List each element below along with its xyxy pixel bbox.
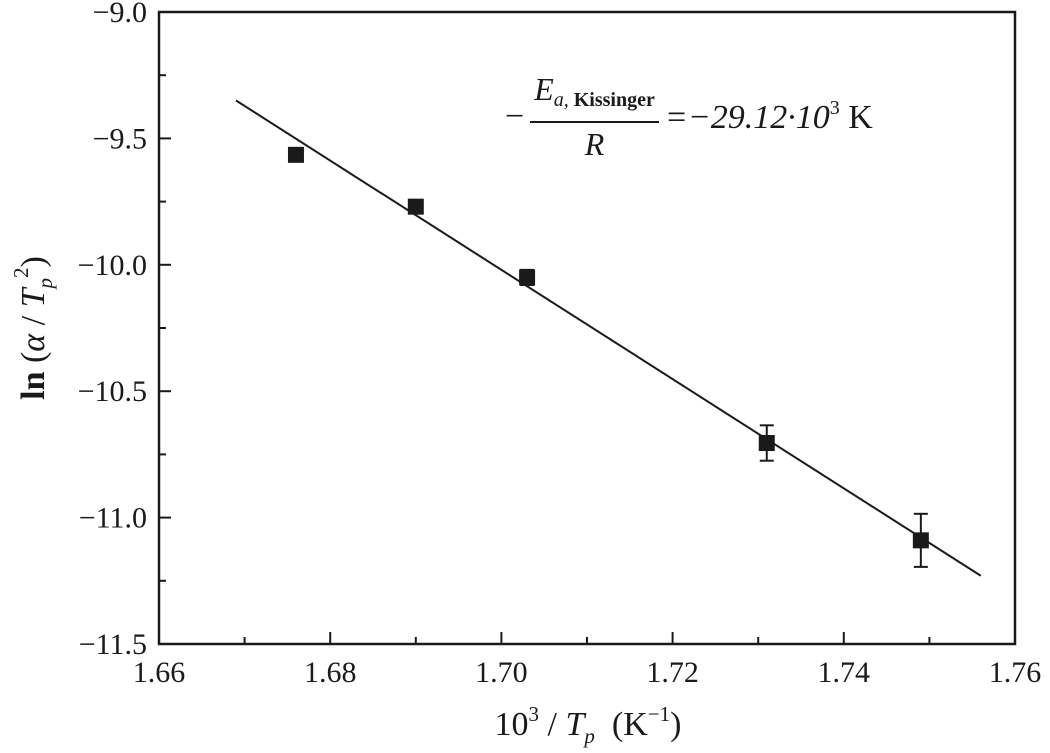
x-axis-label: 103 / Tp (K−1): [495, 702, 682, 748]
annotation-numerator: Ea, Kissinger: [530, 72, 659, 123]
y-tick-label: −11.5: [79, 628, 147, 661]
numerator-var: E: [534, 71, 554, 107]
annotation-minus: −: [505, 97, 525, 135]
data-point: [519, 269, 536, 286]
annotation-fraction: Ea, Kissinger R: [530, 72, 659, 161]
x-tick-label: 1.68: [304, 656, 357, 689]
x-tick-label: 1.74: [818, 656, 871, 689]
rhs-unit: K: [839, 98, 873, 136]
rhs-value: =−29.12·10: [664, 98, 830, 136]
numerator-sub: a, Kissinger: [554, 89, 655, 111]
data-point: [758, 435, 775, 452]
y-tick-label: −10.0: [78, 249, 147, 282]
numerator-sub-a: a,: [553, 89, 569, 111]
y-tick-label: −11.0: [79, 502, 147, 535]
fit-line: [235, 99, 982, 577]
data-point: [912, 532, 929, 549]
data-point: [287, 146, 304, 163]
y-tick-label: −10.5: [78, 375, 147, 408]
x-tick-label: 1.66: [133, 656, 186, 689]
y-tick-label: −9.0: [93, 0, 147, 29]
x-tick-label: 1.70: [475, 656, 528, 689]
activation-energy-annotation: − Ea, Kissinger R =−29.12·103 K: [505, 72, 873, 161]
x-tick-label: 1.76: [989, 656, 1042, 689]
annotation-rhs: =−29.12·103 K: [665, 97, 873, 137]
data-point: [407, 198, 424, 215]
numerator-kissinger: Kissinger: [568, 89, 655, 111]
annotation-denominator: R: [584, 126, 605, 162]
x-tick-label: 1.72: [646, 656, 699, 689]
rhs-exponent: 3: [829, 96, 840, 119]
y-tick-label: −9.5: [93, 122, 147, 155]
y-axis-label: ln (α / Tp2): [9, 256, 57, 400]
